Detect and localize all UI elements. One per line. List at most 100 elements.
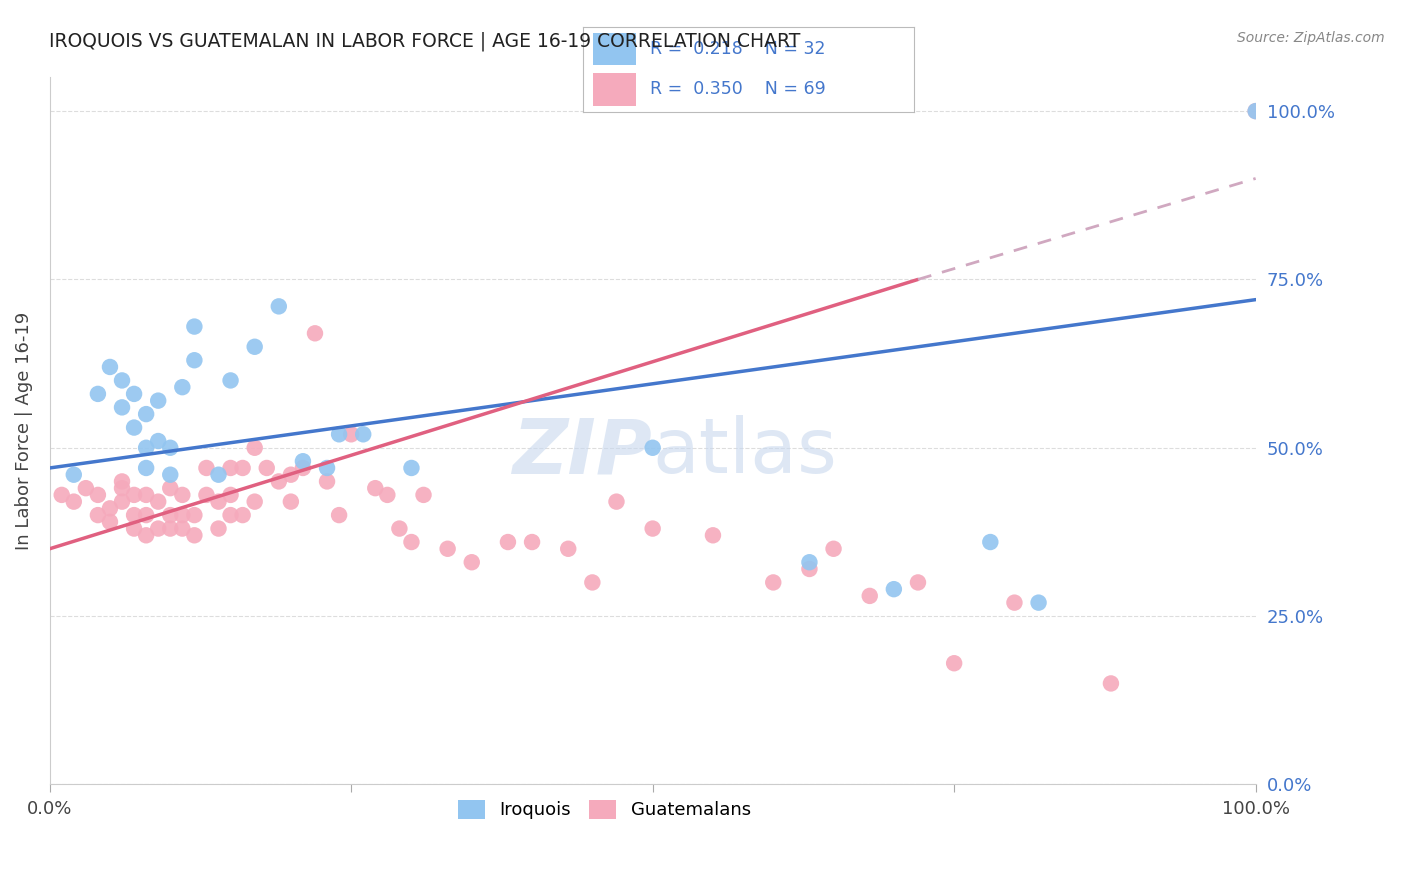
Point bbox=[267, 299, 290, 313]
Point bbox=[135, 407, 157, 421]
Text: R =  0.350    N = 69: R = 0.350 N = 69 bbox=[650, 80, 825, 98]
Point bbox=[401, 535, 423, 549]
Point bbox=[291, 454, 314, 468]
Point bbox=[352, 427, 374, 442]
Point bbox=[1244, 104, 1267, 119]
Point bbox=[979, 535, 1001, 549]
Point bbox=[148, 393, 170, 408]
Point bbox=[207, 522, 229, 536]
Point bbox=[702, 528, 724, 542]
Point bbox=[943, 657, 966, 671]
Point bbox=[641, 522, 664, 536]
Point bbox=[87, 488, 110, 502]
Point bbox=[496, 535, 519, 549]
Point bbox=[51, 488, 73, 502]
Y-axis label: In Labor Force | Age 16-19: In Labor Force | Age 16-19 bbox=[15, 312, 32, 550]
Point bbox=[207, 494, 229, 508]
Point bbox=[1004, 596, 1026, 610]
Point bbox=[111, 475, 134, 489]
Legend: Iroquois, Guatemalans: Iroquois, Guatemalans bbox=[453, 795, 756, 825]
Point bbox=[195, 461, 218, 475]
Point bbox=[172, 522, 194, 536]
Point bbox=[183, 508, 205, 522]
Point bbox=[859, 589, 882, 603]
Point bbox=[364, 481, 387, 495]
Point bbox=[316, 461, 339, 475]
Point bbox=[328, 508, 350, 522]
Point bbox=[243, 494, 266, 508]
Point bbox=[122, 420, 145, 434]
Point bbox=[122, 488, 145, 502]
Point bbox=[159, 441, 181, 455]
Point bbox=[148, 434, 170, 448]
Point bbox=[62, 494, 84, 508]
Text: atlas: atlas bbox=[652, 415, 838, 489]
Point bbox=[291, 461, 314, 475]
Point bbox=[172, 488, 194, 502]
Point bbox=[159, 522, 181, 536]
Point bbox=[557, 541, 579, 556]
Point bbox=[159, 508, 181, 522]
Point bbox=[219, 488, 242, 502]
Point bbox=[232, 508, 254, 522]
Point bbox=[135, 488, 157, 502]
Point bbox=[219, 461, 242, 475]
Point bbox=[1099, 676, 1122, 690]
Point bbox=[148, 522, 170, 536]
Point bbox=[412, 488, 434, 502]
Text: Source: ZipAtlas.com: Source: ZipAtlas.com bbox=[1237, 31, 1385, 45]
Point bbox=[219, 508, 242, 522]
Point bbox=[87, 508, 110, 522]
Point bbox=[62, 467, 84, 482]
FancyBboxPatch shape bbox=[593, 73, 637, 105]
Point bbox=[183, 528, 205, 542]
Point bbox=[111, 373, 134, 387]
FancyBboxPatch shape bbox=[593, 33, 637, 65]
Point bbox=[183, 319, 205, 334]
Point bbox=[267, 475, 290, 489]
Point bbox=[883, 582, 905, 596]
Point bbox=[98, 501, 121, 516]
Point bbox=[172, 508, 194, 522]
Point bbox=[111, 481, 134, 495]
Point bbox=[280, 467, 302, 482]
Point bbox=[375, 488, 398, 502]
Point bbox=[111, 494, 134, 508]
Point bbox=[388, 522, 411, 536]
Point bbox=[316, 475, 339, 489]
Point bbox=[207, 467, 229, 482]
Point bbox=[122, 508, 145, 522]
Point bbox=[87, 387, 110, 401]
Point bbox=[159, 467, 181, 482]
Point bbox=[304, 326, 326, 341]
Point bbox=[436, 541, 458, 556]
Point bbox=[183, 353, 205, 368]
Point bbox=[111, 401, 134, 415]
Point bbox=[605, 494, 627, 508]
Point bbox=[122, 387, 145, 401]
Point bbox=[256, 461, 278, 475]
Point bbox=[98, 515, 121, 529]
Point bbox=[219, 373, 242, 387]
Point bbox=[401, 461, 423, 475]
Point bbox=[1244, 104, 1267, 119]
Text: IROQUOIS VS GUATEMALAN IN LABOR FORCE | AGE 16-19 CORRELATION CHART: IROQUOIS VS GUATEMALAN IN LABOR FORCE | … bbox=[49, 31, 800, 51]
Point bbox=[98, 359, 121, 374]
Point bbox=[280, 494, 302, 508]
Text: R =  0.218    N = 32: R = 0.218 N = 32 bbox=[650, 40, 825, 58]
Point bbox=[135, 461, 157, 475]
Point bbox=[340, 427, 363, 442]
Point bbox=[135, 508, 157, 522]
Point bbox=[195, 488, 218, 502]
Point bbox=[762, 575, 785, 590]
Point bbox=[799, 562, 821, 576]
Point bbox=[232, 461, 254, 475]
Point bbox=[159, 481, 181, 495]
Point bbox=[243, 340, 266, 354]
Point bbox=[328, 427, 350, 442]
Point bbox=[122, 522, 145, 536]
Point bbox=[172, 380, 194, 394]
Point bbox=[135, 441, 157, 455]
Point bbox=[1028, 596, 1050, 610]
Point bbox=[461, 555, 484, 569]
